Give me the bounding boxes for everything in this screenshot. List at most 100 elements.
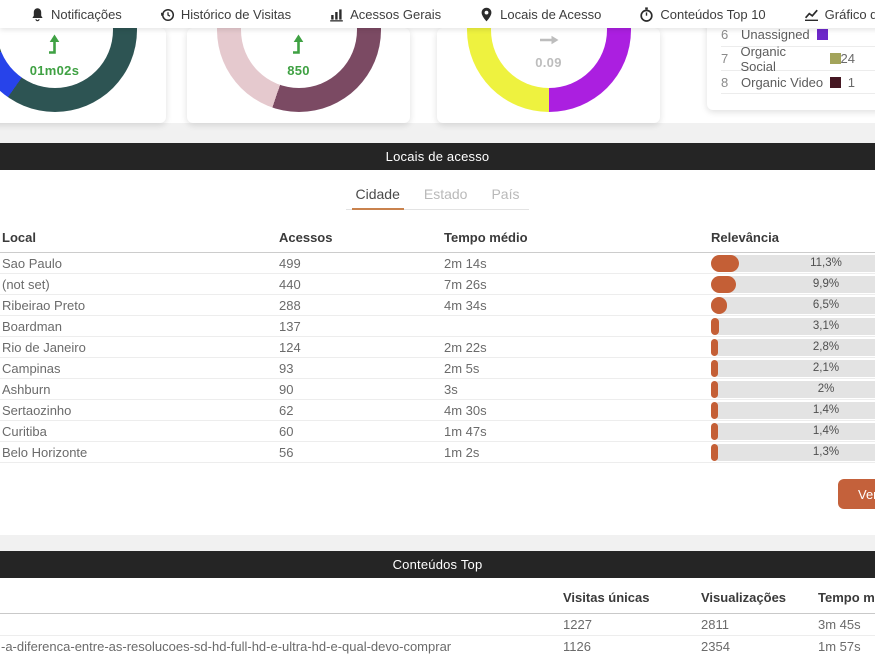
locais-tabs: Cidade Estado País [345, 186, 530, 210]
bell-icon [30, 7, 45, 22]
locais-table-row: Rio de Janeiro 124 2m 22s 2,8% [0, 336, 875, 358]
nav-item-notifica-es[interactable]: Notificações [30, 7, 122, 22]
tab-pa-s[interactable]: País [491, 186, 520, 202]
bar-chart-icon [329, 7, 344, 22]
relevancia-bar: 1,4% [711, 401, 875, 419]
channel-label: Organic Video [741, 74, 824, 90]
cell-visitas-unicas: 1227 [562, 613, 700, 636]
locais-table-row: (not set) 440 7m 26s 9,9% [0, 273, 875, 295]
relevancia-value: 2,1% [812, 361, 840, 374]
relevancia-bar: 1,4% [711, 422, 875, 440]
relevancia-bar-fill [711, 359, 718, 377]
cell-acessos: 93 [277, 357, 442, 379]
cell-tempo-medio: 2m 22s [442, 336, 709, 358]
cell-local: Ribeirao Preto [0, 294, 277, 316]
channel-row: 6 Unassigned [721, 22, 875, 46]
locais-tabs-wrap: Cidade Estado País [0, 186, 875, 210]
relevancia-bar: 6,5% [711, 296, 875, 314]
cell-local: (not set) [0, 273, 277, 295]
relevancia-value: 3,1% [812, 319, 840, 332]
kpi-center: 0.09 [437, 33, 660, 70]
channel-color-swatch [816, 28, 828, 40]
col-header-relevancia: Relevância [709, 226, 875, 253]
locais-table-row: Ashburn 90 3s 2% [0, 378, 875, 400]
relevancia-bar-fill [711, 380, 718, 398]
relevancia-bar-fill [711, 338, 718, 356]
nav-item-acessos-gerais[interactable]: Acessos Gerais [329, 7, 441, 22]
relevancia-bar-fill [711, 317, 719, 335]
relevancia-bar-fill [711, 275, 736, 293]
kpi-cards-strip: 01m02s 850 0.09 6 Unassigned 7 Organic Social 2… [0, 8, 875, 123]
relevancia-value: 2,8% [812, 340, 840, 353]
conteudos-table-row: 1227 2811 3m 45s [0, 613, 875, 636]
cell-titulo: -a-diferenca-entre-as-resolucoes-sd-hd-f… [0, 635, 562, 656]
kpi-center: 850 [187, 33, 410, 78]
col-header-titulo [0, 578, 562, 614]
cell-visualizacoes: 2811 [700, 613, 817, 636]
background-gap [0, 123, 875, 143]
map-pin-icon [479, 7, 494, 22]
relevancia-bar: 1,3% [711, 443, 875, 461]
cell-local: Belo Horizonte [0, 441, 277, 463]
tab-estado[interactable]: Estado [423, 186, 468, 202]
nav-item-label: Conteúdos Top 10 [660, 6, 766, 22]
cell-local: Curitiba [0, 420, 277, 442]
background-gap [0, 535, 875, 551]
channel-rank: 6 [721, 26, 729, 42]
cell-tempo-medio: 4m 30s [442, 399, 709, 421]
col-header-acessos: Acessos [277, 226, 442, 253]
nav-item-hist-rico-de-visitas[interactable]: Histórico de Visitas [160, 7, 291, 22]
locais-table-row: Boardman 137 3,1% [0, 315, 875, 337]
cell-local: Boardman [0, 315, 277, 337]
relevancia-bar-fill [711, 254, 739, 272]
timer-icon [639, 6, 654, 22]
col-header-visitas-unicas: Visitas únicas [562, 578, 700, 614]
relevancia-bar-fill [711, 443, 718, 461]
cell-local: Sao Paulo [0, 252, 277, 274]
locais-table-row: Curitiba 60 1m 47s 1,4% [0, 420, 875, 442]
channel-color-swatch [830, 76, 842, 88]
cell-local: Ashburn [0, 378, 277, 400]
trend-up-icon [0, 33, 166, 60]
conteudos-section-header: Conteúdos Top [0, 551, 875, 578]
cell-tempo-medio: 2m 14s [442, 252, 709, 274]
nav-item-gr-fico-de-visibilidade[interactable]: Gráfico de visibilidade [804, 7, 875, 22]
cell-tempo-medio [442, 315, 709, 337]
relevancia-bar-fill [711, 422, 718, 440]
locais-section-header: Locais de acesso [0, 143, 875, 170]
channel-row: 7 Organic Social 24 [721, 44, 875, 74]
nav-item-locais-de-acesso[interactable]: Locais de Acesso [479, 7, 601, 22]
cell-local: Sertaozinho [0, 399, 277, 421]
relevancia-bar-fill [711, 401, 718, 419]
channel-label: Unassigned [741, 26, 810, 42]
cell-local: Rio de Janeiro [0, 336, 277, 358]
channel-rank: 8 [721, 74, 729, 90]
locais-table-header-row: Local Acessos Tempo médio Relevância [0, 226, 875, 253]
cell-acessos: 124 [277, 336, 442, 358]
cell-tempo-medio: 1m 2s [442, 441, 709, 463]
acessos-card: 850 [187, 28, 410, 123]
channel-value: 24 [840, 51, 856, 66]
relevancia-value: 11,3% [810, 256, 842, 269]
ver-button[interactable]: Ver [838, 479, 875, 509]
col-header-visualizacoes: Visualizações [700, 578, 817, 614]
history-icon [160, 7, 175, 22]
locais-table-row: Sertaozinho 62 4m 30s 1,4% [0, 399, 875, 421]
channel-label: Organic Social [740, 43, 787, 74]
cell-acessos: 60 [277, 420, 442, 442]
nav-item-label: Acessos Gerais [350, 6, 442, 22]
cell-visitas-unicas: 1126 [562, 635, 700, 656]
cell-tempo-medio: 4m 34s [442, 294, 709, 316]
relevancia-bar: 2,8% [711, 338, 875, 356]
cell-acessos: 499 [277, 252, 442, 274]
relevancia-bar: 3,1% [711, 317, 875, 335]
nav-item-conte-dos-top-10[interactable]: Conteúdos Top 10 [639, 6, 766, 22]
trend-flat-icon [437, 33, 660, 52]
cell-acessos: 62 [277, 399, 442, 421]
conteudos-table-row: -a-diferenca-entre-as-resolucoes-sd-hd-f… [0, 635, 875, 656]
locais-section-title: Locais de acesso [385, 149, 490, 164]
cell-tempo-medio: 3m 45s [817, 613, 875, 636]
tab-cidade[interactable]: Cidade [351, 186, 405, 210]
cell-tempo-medio: 2m 5s [442, 357, 709, 379]
relevancia-value: 1,4% [812, 403, 840, 416]
